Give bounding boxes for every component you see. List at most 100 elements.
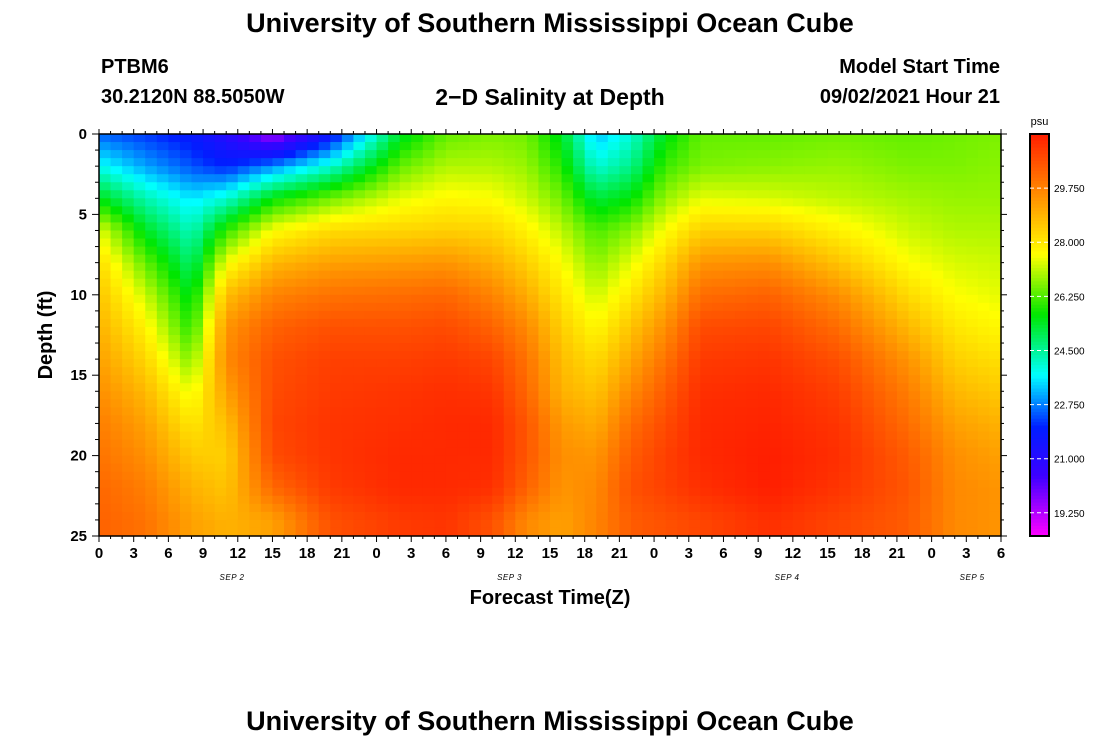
heatmap-cell: [191, 367, 204, 376]
heatmap-cell: [260, 278, 274, 288]
heatmap-cell: [885, 503, 898, 513]
heatmap-cell: [411, 302, 424, 312]
heatmap-cell: [850, 190, 863, 199]
heatmap-cell: [156, 182, 169, 191]
heatmap-cell: [237, 286, 250, 296]
heatmap-cell: [469, 206, 482, 215]
heatmap-cell: [295, 150, 308, 159]
heatmap-cell: [596, 182, 609, 191]
heatmap-cell: [284, 455, 297, 465]
heatmap-cell: [677, 238, 690, 248]
heatmap-cell: [133, 383, 146, 392]
heatmap-cell: [353, 511, 366, 521]
heatmap-cell: [203, 198, 216, 207]
heatmap-cell: [804, 407, 817, 416]
colorbar-segment: [1030, 529, 1049, 534]
heatmap-cell: [457, 495, 470, 505]
heatmap-cell: [654, 166, 667, 175]
heatmap-cell: [781, 166, 794, 175]
heatmap-cell: [515, 439, 528, 449]
heatmap-cell: [168, 150, 181, 159]
heatmap-cell: [769, 246, 782, 256]
heatmap-cell: [341, 471, 355, 481]
heatmap-cell: [457, 230, 470, 240]
heatmap-cell: [515, 166, 528, 175]
heatmap-cell: [873, 479, 886, 489]
heatmap-cell: [249, 343, 262, 352]
heatmap-cell: [607, 310, 620, 320]
heatmap-cell: [700, 302, 713, 312]
heatmap-cell: [850, 182, 863, 191]
heatmap-cell: [526, 254, 540, 264]
heatmap-cell: [388, 415, 401, 425]
heatmap-cell: [885, 391, 898, 400]
heatmap-cell: [607, 351, 620, 360]
heatmap-cell: [133, 166, 146, 175]
heatmap-cell: [422, 278, 435, 288]
heatmap-cell: [665, 230, 678, 240]
heatmap-cell: [896, 310, 910, 320]
heatmap-cell: [630, 174, 644, 183]
heatmap-cell: [538, 230, 551, 240]
heatmap-cell: [364, 142, 378, 151]
heatmap-cell: [272, 222, 285, 232]
heatmap-cell: [573, 463, 586, 473]
heatmap-cell: [815, 519, 829, 529]
heatmap-cell: [457, 351, 470, 360]
heatmap-cell: [550, 423, 563, 433]
heatmap-cell: [364, 254, 378, 264]
heatmap-cell: [642, 527, 655, 537]
heatmap-cell: [584, 214, 597, 224]
heatmap-cell: [145, 222, 158, 232]
heatmap-cell: [989, 447, 1002, 457]
heatmap-cell: [792, 302, 806, 312]
heatmap-cell: [792, 351, 806, 360]
heatmap-cell: [272, 511, 285, 521]
heatmap-cell: [411, 326, 424, 336]
heatmap-cell: [746, 487, 759, 497]
heatmap-cell: [654, 222, 667, 232]
heatmap-cell: [226, 166, 239, 175]
heatmap-cell: [908, 351, 921, 360]
heatmap-cell: [619, 198, 632, 207]
heatmap-cell: [341, 519, 355, 529]
heatmap-cell: [434, 503, 447, 513]
heatmap-cell: [203, 455, 216, 465]
heatmap-cell: [526, 230, 540, 240]
heatmap-cell: [839, 286, 852, 296]
heatmap-cell: [434, 174, 447, 183]
heatmap-cell: [480, 367, 493, 376]
heatmap-cell: [179, 206, 193, 215]
heatmap-cell: [815, 190, 829, 199]
heatmap-cell: [677, 318, 690, 328]
colorbar-segment: [1030, 244, 1049, 249]
heatmap-cell: [353, 375, 366, 384]
heatmap-cell: [434, 407, 447, 416]
heatmap-cell: [642, 479, 655, 489]
heatmap-cell: [237, 238, 250, 248]
heatmap-cell: [688, 214, 701, 224]
heatmap-cell: [110, 455, 123, 465]
heatmap-cell: [480, 447, 493, 457]
heatmap-cell: [607, 527, 620, 537]
x-tick-label: 6: [442, 545, 450, 562]
heatmap-cell: [827, 383, 840, 392]
heatmap-cell: [434, 230, 447, 240]
heatmap-cell: [538, 351, 551, 360]
heatmap-cell: [341, 230, 355, 240]
heatmap-cell: [746, 158, 759, 167]
heatmap-cell: [237, 246, 250, 256]
heatmap-cell: [515, 318, 528, 328]
heatmap-cell: [584, 415, 597, 425]
heatmap-cell: [804, 230, 817, 240]
heatmap-cell: [295, 302, 308, 312]
heatmap-cell: [839, 134, 852, 143]
heatmap-cell: [307, 206, 320, 215]
heatmap-cell: [203, 375, 216, 384]
heatmap-cell: [827, 246, 840, 256]
heatmap-cell: [411, 383, 424, 392]
heatmap-cell: [318, 431, 331, 441]
heatmap-cell: [977, 262, 991, 272]
heatmap-cell: [688, 246, 701, 256]
heatmap-cell: [341, 214, 355, 224]
